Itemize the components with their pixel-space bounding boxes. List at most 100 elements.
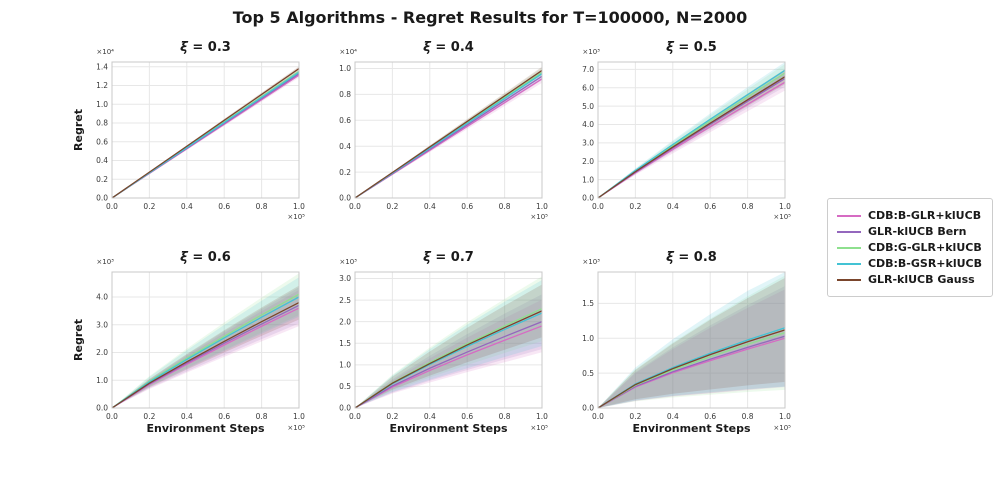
x-tick-label: 0.0 (106, 202, 118, 211)
x-tick-label: 1.0 (536, 412, 548, 421)
legend: CDB:B-GLR+klUCB GLR-klUCB Bern CDB:G-GLR+k… (826, 198, 993, 297)
x-tick-label: 0.4 (424, 412, 436, 421)
subplot-xi-0-4: 0.0 0.2 0.4 0.6 0.8 1.0 0.0 0.2 0.4 0.6 0.8 1.0 ×10⁴… (315, 36, 550, 232)
x-tick-label: 0.2 (386, 202, 398, 211)
x-scale-offset: ×10⁵ (287, 424, 305, 432)
x-tick-label: 0.6 (704, 202, 716, 211)
series-line (355, 310, 542, 408)
x-tick-label: 0.0 (592, 202, 604, 211)
y-tick-label: 0.0 (96, 404, 108, 413)
legend-line-swatch (836, 214, 861, 217)
legend-label: CDB:B-GSR+klUCB (867, 257, 982, 270)
subplot-title: ξ = 0.4 (423, 40, 474, 55)
y-scale-offset: ×10⁴ (96, 48, 114, 56)
confidence-band (355, 276, 542, 408)
x-tick-label: 0.0 (106, 412, 118, 421)
x-tick-label: 0.4 (181, 202, 193, 211)
figure-title: Top 5 Algorithms - Regret Results for T=… (232, 8, 748, 27)
x-tick-label: 0.2 (386, 412, 398, 421)
y-tick-label: 6.0 (582, 83, 594, 92)
x-tick-label: 0.4 (424, 202, 436, 211)
x-scale-offset: ×10⁵ (773, 213, 791, 221)
x-tick-label: 0.8 (499, 412, 511, 421)
y-tick-label: 1.5 (339, 339, 351, 348)
y-tick-label: 0.2 (339, 168, 351, 177)
series-line (598, 329, 785, 408)
legend-line-swatch (836, 230, 861, 233)
confidence-band (598, 285, 785, 408)
y-tick-label: 0.0 (582, 404, 594, 413)
legend-line-swatch (836, 262, 861, 265)
plot-border (597, 271, 786, 409)
subplot-xi-0-7: 0.0 0.2 0.4 0.6 0.8 1.0 0.0 0.5 1.0 1.5 2.0 2.5 3.0 ×… (315, 246, 550, 454)
plot-border (597, 61, 786, 199)
x-tick-label: 0.0 (349, 412, 361, 421)
y-tick-label: 7.0 (582, 65, 594, 74)
y-tick-label: 2.0 (582, 157, 594, 166)
y-tick-label: 5.0 (582, 102, 594, 111)
x-axis-label: Environment Steps (389, 422, 507, 435)
legend-item: CDB:B-GSR+klUCB (836, 257, 982, 270)
confidence-band (355, 66, 542, 198)
plot-border (111, 61, 300, 199)
x-tick-label: 0.8 (499, 202, 511, 211)
x-tick-label: 1.0 (293, 202, 305, 211)
x-tick-label: 1.0 (293, 412, 305, 421)
x-tick-label: 0.4 (181, 412, 193, 421)
confidence-band (598, 277, 785, 408)
y-tick-label: 0.5 (339, 382, 351, 391)
y-tick-label: 1.0 (582, 334, 594, 343)
x-scale-offset: ×10⁵ (773, 424, 791, 432)
y-tick-label: 1.5 (582, 299, 594, 308)
subplot-canvas: 0.0 0.2 0.4 0.6 0.8 1.0 0.0 0.2 0.4 0.6 0.8 1.0 ×10⁴… (339, 40, 548, 221)
series-line (355, 325, 542, 408)
y-tick-label: 1.0 (96, 376, 108, 385)
y-scale-offset: ×10³ (339, 258, 357, 266)
series-line (355, 321, 542, 408)
y-scale-offset: ×10³ (582, 258, 600, 266)
x-scale-offset: ×10⁵ (530, 213, 548, 221)
x-tick-label: 0.8 (742, 202, 754, 211)
y-tick-label: 0.0 (339, 404, 351, 413)
y-tick-label: 0.0 (339, 194, 351, 203)
legend-label: GLR-klUCB Gauss (867, 273, 975, 286)
subplot-grid: 0.0 0.2 0.4 0.6 0.8 1.0 0.0 0.2 0.4 0.6 0.8 1.0 1.2 1… (72, 36, 801, 454)
subplot-canvas: 0.0 0.2 0.4 0.6 0.8 1.0 0.0 0.2 0.4 0.6 0.8 1.0 1.2 1… (72, 40, 305, 221)
y-tick-label: 3.0 (339, 274, 351, 283)
series-line (355, 69, 542, 198)
confidence-band (355, 279, 542, 408)
x-tick-label: 1.0 (536, 202, 548, 211)
series-line (598, 335, 785, 408)
legend-line-swatch (836, 246, 861, 249)
plot-border (111, 271, 300, 409)
y-tick-label: 1.0 (339, 361, 351, 370)
subplot-xi-0-5: 0.0 0.2 0.4 0.6 0.8 1.0 0.0 1.0 2.0 3.0 4.0 5.0 6.0 7… (558, 36, 793, 232)
y-scale-offset: ×10⁴ (339, 48, 357, 56)
x-tick-label: 0.4 (667, 412, 679, 421)
subplot-title: ξ = 0.8 (666, 250, 717, 265)
series-line (598, 69, 785, 198)
series-line (112, 68, 299, 198)
y-tick-label: 3.0 (96, 320, 108, 329)
x-axis-label: Environment Steps (146, 422, 264, 435)
y-tick-label: 0.6 (339, 116, 351, 125)
series-line (112, 301, 299, 408)
y-tick-label: 1.4 (96, 62, 108, 71)
subplot-canvas: 0.0 0.2 0.4 0.6 0.8 1.0 0.0 1.0 2.0 3.0 4.0 5.0 6.0 7… (582, 40, 791, 221)
x-tick-label: 0.6 (218, 202, 230, 211)
x-tick-label: 0.2 (629, 412, 641, 421)
x-tick-label: 0.8 (742, 412, 754, 421)
plot-border (354, 61, 543, 199)
y-tick-label: 0.0 (582, 194, 594, 203)
subplot-canvas: 0.0 0.2 0.4 0.6 0.8 1.0 0.0 0.5 1.0 1.5 ×10³ ×10⁵ ξ … (582, 250, 791, 435)
confidence-band (598, 289, 785, 408)
y-tick-label: 2.5 (339, 296, 351, 305)
x-tick-label: 0.0 (349, 202, 361, 211)
x-tick-label: 0.6 (461, 202, 473, 211)
x-tick-label: 0.8 (256, 202, 268, 211)
legend-label: CDB:G-GLR+klUCB (867, 241, 982, 254)
y-axis-label: Regret (72, 109, 85, 151)
y-tick-label: 1.0 (339, 64, 351, 73)
subplot-xi-0-3: 0.0 0.2 0.4 0.6 0.8 1.0 0.0 0.2 0.4 0.6 0.8 1.0 1.2 1… (72, 36, 307, 232)
x-tick-label: 0.2 (629, 202, 641, 211)
